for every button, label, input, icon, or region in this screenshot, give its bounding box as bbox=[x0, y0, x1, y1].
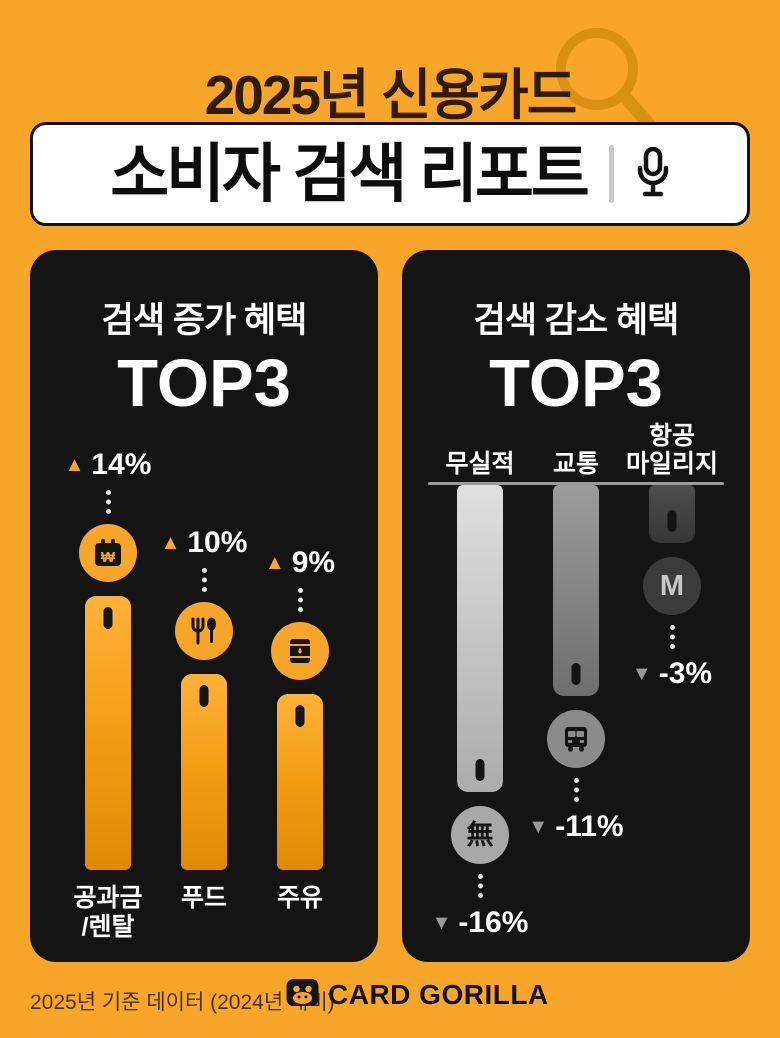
decrease-bar-column-transit: ▼ -11% bbox=[528, 485, 624, 940]
brand-name: CARD GORILLA bbox=[328, 979, 549, 1010]
dotted-connector bbox=[669, 625, 675, 649]
mu-glyph: 無 bbox=[466, 819, 494, 850]
bus-icon bbox=[547, 710, 605, 768]
change-value: 9% bbox=[291, 546, 336, 579]
increase-chart: ▲ 14% ₩ 공과금 /렌탈 bbox=[60, 438, 348, 948]
increase-top3: TOP3 bbox=[117, 346, 291, 421]
change-label: ▼ -11% bbox=[528, 810, 623, 844]
decrease-chart: 無 ▼ -16% bbox=[432, 485, 720, 940]
microphone-icon bbox=[636, 146, 670, 202]
bar-notch bbox=[571, 663, 581, 685]
change-value: -11% bbox=[555, 810, 624, 843]
change-label: ▼ -16% bbox=[432, 906, 529, 940]
decrease-bar-column-airline-mileage: M ▼ -3% bbox=[624, 485, 720, 940]
increase-panel: 검색 증가 혜택 TOP3 ▲ 14% ₩ bbox=[30, 250, 378, 962]
change-label: ▲ 9% bbox=[265, 546, 335, 580]
change-value: 14% bbox=[91, 448, 152, 481]
decrease-top3: TOP3 bbox=[489, 346, 663, 421]
column-header-airline-mileage: 항공 마일리지 bbox=[625, 422, 718, 478]
increase-bar-column-utilities: ▲ 14% ₩ 공과금 /렌탈 bbox=[60, 438, 156, 948]
down-arrow-icon: ▼ bbox=[431, 912, 452, 934]
utensils-icon bbox=[175, 602, 233, 660]
bar-notch bbox=[199, 685, 209, 707]
oil-barrel-icon bbox=[271, 622, 329, 680]
dotted-connector bbox=[105, 490, 111, 514]
decrease-column-headers: 무실적 교통 항공 마일리지 bbox=[432, 410, 720, 478]
increase-bar-column-food: ▲ 10% bbox=[156, 438, 252, 948]
magnifier-icon bbox=[545, 24, 665, 149]
down-arrow-icon: ▼ bbox=[528, 816, 549, 838]
brand-logo: CARD GORILLA bbox=[286, 977, 549, 1013]
decrease-panel: 검색 감소 혜택 TOP3 무실적 교통 항공 마일리지 無 ▼ -16% bbox=[402, 250, 750, 962]
card-gorilla-logo-icon bbox=[286, 977, 319, 1013]
letter-m-icon: M bbox=[643, 557, 701, 615]
data-source-note: 2025년 기준 데이터 (2024년 대비) bbox=[30, 991, 335, 1014]
baseline bbox=[428, 482, 724, 485]
bar-notch bbox=[103, 607, 113, 629]
category-label: 푸드 bbox=[180, 884, 227, 912]
increase-bar-column-fuel: ▲ 9% 주유 bbox=[252, 438, 348, 948]
change-value: -3% bbox=[658, 657, 713, 690]
down-arrow-icon: ▼ bbox=[631, 663, 652, 685]
change-label: ▲ 14% bbox=[65, 448, 152, 482]
bar-no-requirement bbox=[457, 485, 503, 792]
bar-food bbox=[181, 674, 227, 870]
column-header-no-requirement: 무실적 bbox=[445, 450, 515, 478]
category-label: 주유 bbox=[276, 884, 323, 912]
svg-text:₩: ₩ bbox=[101, 549, 116, 566]
bar-transit bbox=[553, 485, 599, 696]
mu-hanja-icon: 無 bbox=[451, 806, 509, 864]
dotted-connector bbox=[201, 568, 207, 592]
category-label: 공과금 /렌탈 bbox=[73, 884, 143, 941]
divider bbox=[608, 145, 614, 203]
report-title-box: 소비자 검색 리포트 bbox=[30, 122, 750, 226]
dotted-connector bbox=[573, 778, 579, 802]
bar-notch bbox=[667, 510, 677, 532]
bar-utilities bbox=[85, 596, 131, 870]
main-title: 2025년 신용카드 bbox=[204, 64, 578, 126]
change-label: ▲ 10% bbox=[161, 526, 248, 560]
m-glyph: M bbox=[659, 569, 685, 602]
up-arrow-icon: ▲ bbox=[160, 532, 181, 554]
change-value: 10% bbox=[187, 526, 248, 559]
up-arrow-icon: ▲ bbox=[264, 552, 285, 574]
decrease-bar-column-no-requirement: 無 ▼ -16% bbox=[432, 485, 528, 940]
change-label: ▼ -3% bbox=[632, 657, 712, 691]
column-header-transit: 교통 bbox=[552, 450, 599, 478]
bar-notch bbox=[295, 705, 305, 727]
change-value: -16% bbox=[458, 906, 529, 939]
dotted-connector bbox=[477, 874, 483, 898]
calendar-won-icon: ₩ bbox=[79, 524, 137, 582]
report-title: 소비자 검색 리포트 bbox=[110, 138, 590, 210]
bar-airline-mileage bbox=[649, 485, 695, 543]
bar-notch bbox=[475, 759, 485, 781]
decrease-heading: 검색 감소 혜택 bbox=[473, 301, 680, 340]
dotted-connector bbox=[297, 588, 303, 612]
increase-heading: 검색 증가 혜택 bbox=[101, 301, 308, 340]
up-arrow-icon: ▲ bbox=[64, 454, 85, 476]
bar-fuel bbox=[277, 694, 323, 870]
